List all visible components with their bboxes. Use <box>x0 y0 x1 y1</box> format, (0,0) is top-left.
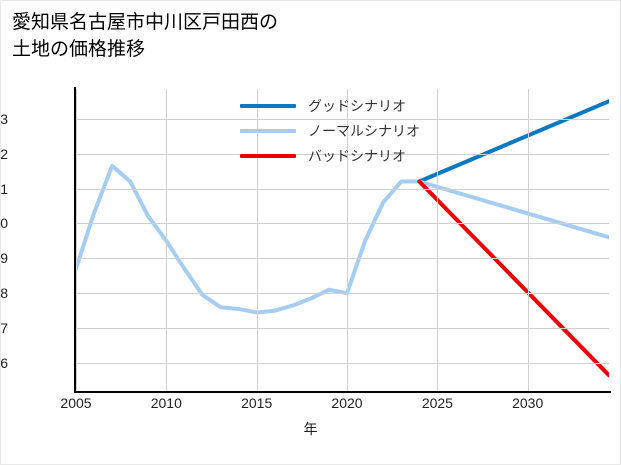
chart-legend: グッドシナリオ ノーマルシナリオ バッドシナリオ <box>240 93 455 168</box>
gridline-horizontal <box>76 223 609 225</box>
plot-area <box>74 87 611 393</box>
gridline-vertical <box>437 89 439 391</box>
gridline-vertical <box>166 89 168 391</box>
legend-label: グッドシナリオ <box>308 97 406 114</box>
x-tick-label: 2020 <box>331 395 363 411</box>
y-tick-label: 42 <box>0 145 8 162</box>
gridline-horizontal <box>76 293 609 295</box>
y-axis-line <box>74 87 76 393</box>
gridline-horizontal <box>76 363 609 365</box>
x-tick-label: 2010 <box>150 395 182 411</box>
y-tick-label: 43 <box>0 110 8 127</box>
chart-lines <box>76 99 609 378</box>
gridline-horizontal <box>76 258 609 260</box>
y-tick-label: 36 <box>0 355 8 372</box>
gridline-vertical <box>347 89 348 391</box>
x-axis-line <box>74 391 611 393</box>
legend-color-swatch <box>240 128 296 133</box>
gridline-vertical <box>527 89 529 391</box>
y-tick-label: 40 <box>0 215 8 232</box>
y-tick-label: 41 <box>0 180 8 197</box>
legend-color-swatch <box>240 153 296 158</box>
legend-item[interactable]: ノーマルシナリオ <box>240 118 455 143</box>
gridline-vertical <box>76 89 77 391</box>
legend-color-swatch <box>240 103 296 108</box>
y-tick-label: 39 <box>0 250 8 267</box>
gridline-horizontal <box>76 328 609 330</box>
series-line <box>417 99 609 184</box>
series-line <box>76 163 422 315</box>
series-line <box>417 179 609 240</box>
gridline-horizontal <box>76 118 609 120</box>
series-line <box>417 179 609 378</box>
x-tick-label: 2005 <box>60 395 92 411</box>
legend-item[interactable]: バッドシナリオ <box>240 143 455 168</box>
legend-label: バッドシナリオ <box>308 147 406 164</box>
gridline-horizontal <box>76 188 609 190</box>
gridline-vertical <box>256 89 258 391</box>
y-tick-label: 38 <box>0 285 8 302</box>
x-tick-label: 2030 <box>512 395 544 411</box>
gridline-horizontal <box>76 153 609 155</box>
y-tick-label: 37 <box>0 320 8 337</box>
x-tick-label: 2025 <box>421 395 453 411</box>
legend-item[interactable]: グッドシナリオ <box>240 93 455 118</box>
legend-label: ノーマルシナリオ <box>308 122 420 139</box>
chart-title: 愛知県名古屋市中川区戸田西の 土地の価格推移 <box>12 12 279 60</box>
x-axis-label: 年 <box>303 421 318 437</box>
x-tick-label: 2015 <box>241 395 273 411</box>
